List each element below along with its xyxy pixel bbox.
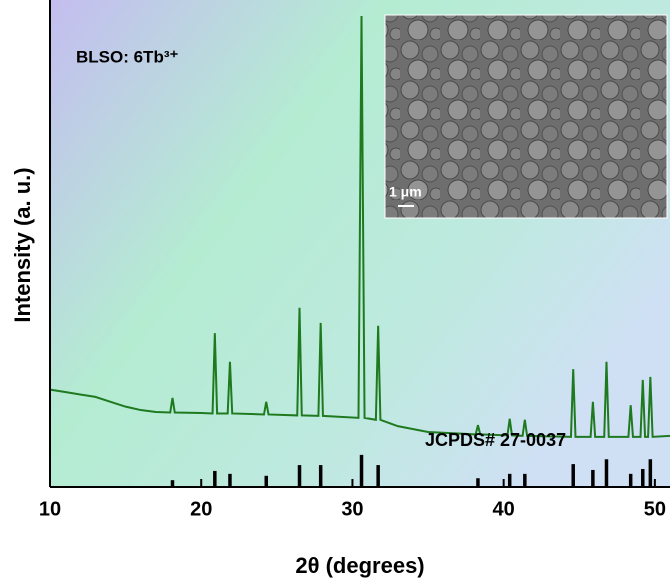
plot-area [49, 16, 670, 487]
y-axis-title: Intensity (a. u.) [10, 167, 35, 322]
x-tick-label: 40 [493, 498, 515, 520]
x-tick-label: 20 [190, 498, 212, 520]
x-tick-label: 10 [39, 498, 61, 520]
reference-label: JCPDS# 27-0037 [425, 430, 566, 450]
scale-label: 1 μm [389, 184, 422, 200]
x-tick-label: 30 [341, 498, 363, 520]
xrd-pattern [49, 16, 670, 438]
x-tick-label: 50 [644, 498, 666, 520]
sem-inset [384, 14, 668, 219]
annotation: BLSO: 6Tb³⁺ [76, 47, 178, 66]
x-axis-title: 2θ (degrees) [295, 553, 424, 578]
